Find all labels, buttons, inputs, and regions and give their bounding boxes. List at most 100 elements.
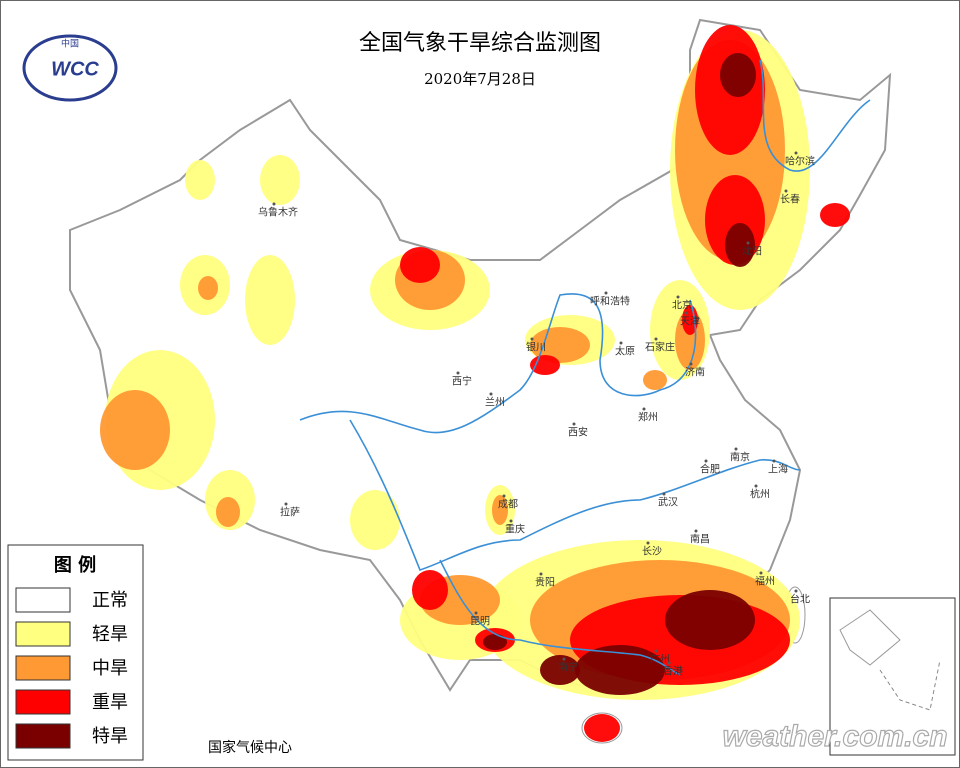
city-label: 杭州 (750, 488, 770, 501)
yangtze-river (349, 419, 801, 571)
drought-area (575, 645, 665, 695)
legend-swatch (15, 621, 71, 647)
city-dot (746, 241, 750, 245)
city-dot (754, 484, 758, 488)
date: 2020年7月28日 (424, 70, 536, 88)
legend-label: 重旱 (92, 692, 128, 713)
city-dot (642, 407, 646, 411)
city-label: 郑州 (638, 411, 658, 424)
logo: 中国 WCC (22, 34, 118, 102)
footer: 国家气候中心 (208, 739, 292, 756)
legend-swatch (15, 655, 71, 681)
city-label: 南宁 (558, 661, 578, 674)
city-dot (502, 494, 506, 498)
legend-label: 轻旱 (92, 624, 128, 645)
city-dot (694, 529, 698, 533)
city-label: 长春 (780, 194, 800, 206)
drought-area (100, 390, 170, 470)
city-label: 乌鲁木齐 (258, 206, 298, 219)
inset-coast (839, 609, 901, 666)
city-dot (654, 649, 658, 653)
city-dot (572, 422, 576, 426)
heilong-river (759, 59, 871, 172)
city-dot (604, 291, 608, 295)
city-dot (456, 371, 460, 375)
city-dot (530, 337, 534, 341)
legend-label: 中旱 (92, 658, 128, 679)
drought-area (245, 255, 295, 345)
city-label: 长沙 (642, 546, 662, 558)
city-label: 沈阳 (742, 245, 762, 258)
legend-swatch (15, 689, 71, 715)
city-label: 天津 (680, 316, 700, 328)
drought-area (665, 590, 755, 650)
drought-area (725, 223, 755, 267)
city-label: 武汉 (658, 496, 678, 509)
drought-area (350, 490, 400, 550)
city-label: 成都 (498, 499, 518, 511)
city-dot (489, 392, 493, 396)
city-dot (734, 447, 738, 451)
drought-areas (100, 25, 850, 742)
city-dot (759, 571, 763, 575)
city-label: 兰州 (485, 396, 505, 409)
city-label: 南京 (730, 451, 750, 464)
legend-title: 图 例 (54, 554, 96, 576)
city-dot (794, 151, 798, 155)
city-label: 上海 (768, 463, 788, 476)
city-label: 合肥 (700, 463, 720, 476)
city-label: 呼和浩特 (590, 296, 630, 308)
city-label: 贵阳 (535, 576, 555, 589)
logo-text: WCC (51, 58, 99, 80)
drought-area (412, 570, 448, 610)
city-label: 福州 (755, 575, 775, 588)
city-dot (562, 657, 566, 661)
city-dot (689, 362, 693, 366)
drought-area (216, 497, 240, 527)
drought-area (584, 714, 620, 742)
city-dot (509, 519, 513, 523)
city-label: 拉萨 (280, 506, 300, 519)
pearl-river (439, 559, 681, 676)
legend-label: 特旱 (92, 726, 128, 747)
city-label: 昆明 (470, 616, 490, 628)
drought-area (820, 203, 850, 227)
drought-area (492, 495, 508, 525)
watermark: weather.com.cn (722, 720, 947, 753)
city-dot (654, 337, 658, 341)
city-label: 石家庄 (645, 341, 675, 354)
legend-swatch (15, 587, 71, 613)
rivers (299, 59, 871, 676)
city-dot (784, 189, 788, 193)
city-dot (676, 295, 680, 299)
drought-area (720, 53, 756, 97)
city-dot (704, 459, 708, 463)
city-dot (272, 202, 276, 206)
city-label: 哈尔滨 (785, 155, 815, 168)
city-dot (539, 572, 543, 576)
city-label: 北京 (672, 299, 692, 312)
city-label: 西安 (568, 426, 588, 439)
city-label: 太原 (615, 345, 635, 358)
inset-boundary (879, 659, 941, 711)
legend-label: 正常 (92, 590, 128, 611)
city-label: 台北 (790, 593, 810, 606)
city-dot (474, 611, 478, 615)
drought-area (483, 634, 507, 650)
city-label: 西宁 (452, 375, 472, 388)
city-label: 济南 (685, 366, 705, 379)
yellow-river (299, 293, 697, 434)
drought-area (198, 276, 218, 300)
city-dot (619, 341, 623, 345)
drought-area (643, 370, 667, 390)
legend-swatch (15, 723, 71, 749)
city-label: 重庆 (505, 523, 525, 536)
title: 全国气象干旱综合监测图 (359, 31, 601, 56)
city-dot (646, 541, 650, 545)
city-label: 香港 (663, 666, 683, 678)
city-dot (794, 589, 798, 593)
city-dot (667, 661, 671, 665)
